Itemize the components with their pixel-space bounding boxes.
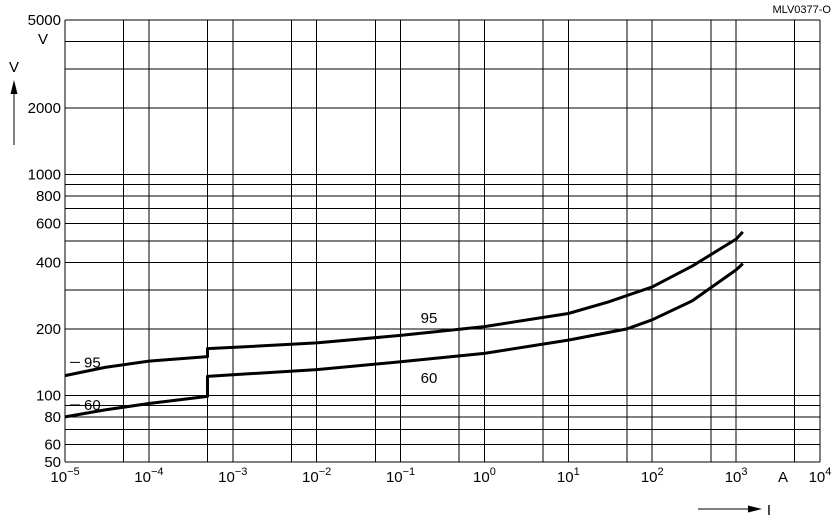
series-60-mid-label: 60 <box>421 370 438 387</box>
x-tick-label: 102 <box>641 466 664 486</box>
y-axis-label: V <box>9 59 19 76</box>
figure-code: MLV0377-O <box>773 4 832 16</box>
axis-labels: V A V I <box>9 31 788 519</box>
y-unit-label: V <box>38 31 48 48</box>
y-tick-label: 600 <box>36 216 61 233</box>
series-annotations: 95 95 60 60 <box>70 310 437 414</box>
x-tick-label: 100 <box>473 466 496 486</box>
x-tick-label: 103 <box>725 466 748 486</box>
x-tick-label: 104 <box>809 466 832 486</box>
x-tick-label: 101 <box>557 466 580 486</box>
series-60-line <box>64 262 744 419</box>
x-tick-label: 10−5 <box>50 466 79 486</box>
y-tick-label: 2000 <box>28 100 61 117</box>
y-tick-label: 60 <box>44 437 61 454</box>
x-tick-label: 10−4 <box>134 466 163 486</box>
y-tick-label: 50 <box>44 454 61 471</box>
y-axis-arrow-head <box>10 80 18 94</box>
series-95-line <box>64 230 744 378</box>
x-tick-label: 10−3 <box>218 466 247 486</box>
y-tick-label: 1000 <box>28 166 61 183</box>
series-60-left-label: 60 <box>84 397 101 414</box>
y-tick-label: 5000 <box>28 12 61 29</box>
plot-grid <box>64 19 821 463</box>
x-axis-label: I <box>767 502 771 519</box>
series-95-mid-label: 95 <box>421 310 438 327</box>
y-tick-label: 400 <box>36 254 61 271</box>
y-tick-label: 80 <box>44 409 61 426</box>
y-tick-label: 100 <box>36 387 61 404</box>
x-axis-arrow-head <box>748 505 762 513</box>
y-tick-label: 200 <box>36 321 61 338</box>
x-unit-label: A <box>778 469 788 486</box>
x-tick-label: 10−2 <box>302 466 331 486</box>
x-tick-label: 10−1 <box>386 466 415 486</box>
series-95-left-label: 95 <box>84 354 101 371</box>
series-curves <box>64 230 744 419</box>
y-tick-label: 800 <box>36 188 61 205</box>
